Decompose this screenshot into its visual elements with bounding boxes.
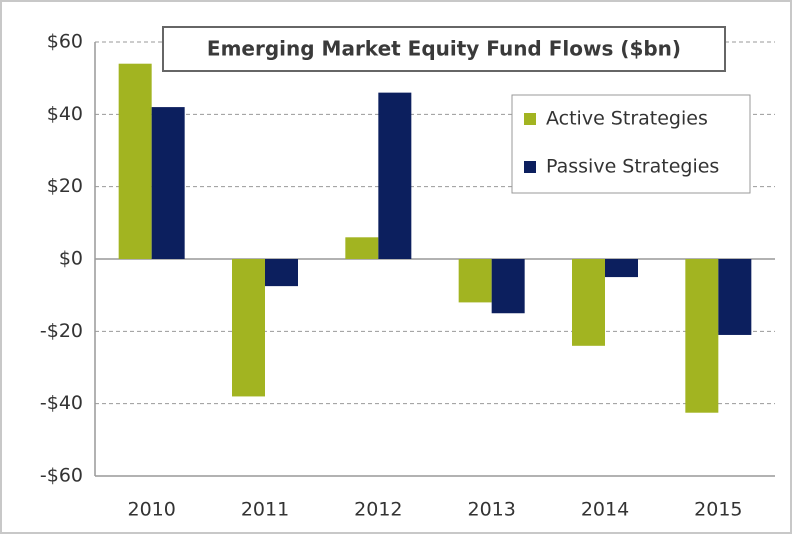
- bar: [718, 259, 752, 335]
- x-tick-label: 2014: [581, 499, 629, 521]
- y-tick-label: -$20: [40, 320, 83, 342]
- bar: [265, 259, 298, 287]
- title-box: [162, 26, 726, 72]
- chart-title: Emerging Market Equity Fund Flows ($bn): [207, 37, 681, 61]
- legend-label: Passive Strategies: [546, 156, 719, 178]
- x-tick-label: 2010: [127, 499, 175, 521]
- y-tick-label: -$60: [40, 465, 83, 487]
- legend-swatch: [524, 161, 536, 173]
- y-tick-label: $0: [59, 248, 83, 270]
- legend-swatch: [524, 113, 536, 125]
- bar: [458, 259, 492, 303]
- bar: [151, 107, 185, 259]
- y-tick-label: $40: [47, 103, 83, 125]
- bar: [345, 237, 379, 259]
- x-tick-label: 2012: [354, 499, 402, 521]
- bar: [118, 63, 152, 260]
- x-tick-label: 2011: [241, 499, 289, 521]
- bar: [572, 259, 605, 346]
- legend-label: Active Strategies: [546, 108, 708, 130]
- y-tick-label: $60: [47, 31, 83, 53]
- y-tick-label: $20: [47, 175, 83, 197]
- bar: [491, 259, 525, 314]
- y-tick-label: -$40: [40, 392, 83, 414]
- bar: [232, 259, 265, 397]
- bar: [605, 259, 638, 278]
- bar: [685, 259, 719, 413]
- legend-box: [511, 94, 751, 194]
- x-tick-label: 2013: [467, 499, 515, 521]
- bar: [378, 92, 412, 259]
- x-tick-label: 2015: [694, 499, 742, 521]
